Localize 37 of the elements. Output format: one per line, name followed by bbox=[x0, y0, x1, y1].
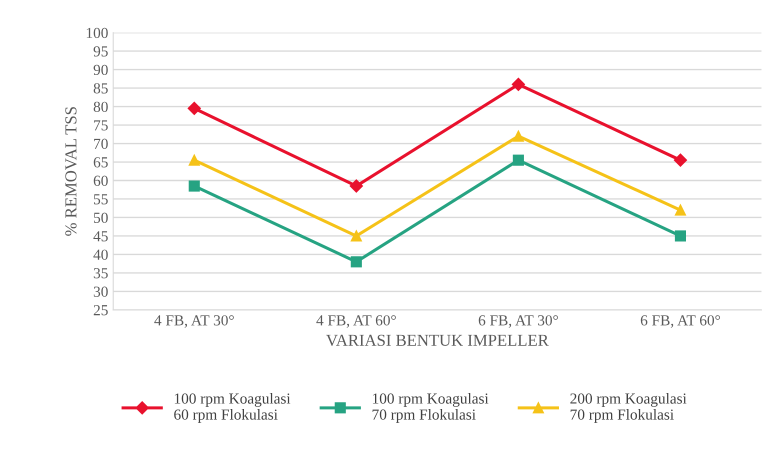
y-tick-label: 95 bbox=[94, 46, 108, 57]
y-tick-label: 30 bbox=[94, 286, 108, 297]
point bbox=[674, 154, 688, 167]
legend-label: 100 rpm Koagulasi 70 rpm Flokulasi bbox=[372, 392, 488, 423]
point bbox=[350, 230, 362, 242]
point bbox=[512, 78, 525, 91]
y-tick-label: 35 bbox=[94, 268, 108, 278]
y-tick-label: 65 bbox=[94, 157, 108, 168]
point bbox=[674, 230, 686, 242]
point bbox=[188, 180, 200, 192]
y-tick-label: 100 bbox=[86, 28, 108, 38]
point bbox=[674, 204, 686, 216]
y-tick-label: 25 bbox=[94, 305, 108, 316]
y-axis-title: % REMOVAL TSS bbox=[65, 107, 77, 236]
point bbox=[512, 154, 524, 166]
y-tick-label: 45 bbox=[93, 231, 108, 242]
y-tick-label: 55 bbox=[94, 194, 108, 204]
x-tick-label: 6 FB, AT 30° bbox=[478, 315, 558, 328]
y-tick-label: 60 bbox=[94, 176, 108, 186]
point bbox=[188, 154, 200, 166]
y-tick-label: 90 bbox=[94, 64, 108, 76]
y-tick-label: 50 bbox=[94, 212, 108, 223]
point bbox=[512, 130, 524, 142]
y-tick-label: 80 bbox=[94, 102, 108, 112]
y-tick-label: 85 bbox=[94, 83, 108, 94]
legend-label: 100 rpm Koagulasi 60 rpm Flokulasi bbox=[174, 392, 290, 423]
x-tick-label: 4 FB, AT 60° bbox=[316, 315, 396, 328]
point bbox=[350, 179, 363, 193]
point bbox=[188, 102, 201, 115]
x-tick-label: 4 FB, AT 30° bbox=[154, 315, 234, 328]
legend-label: 200 rpm Koagulasi 70 rpm Flokulasi bbox=[570, 392, 687, 423]
y-tick-label: 70 bbox=[94, 138, 108, 149]
y-tick-label: 40 bbox=[93, 250, 108, 260]
point bbox=[350, 256, 362, 268]
x-axis-title: VARIASI BENTUK IMPELLER bbox=[326, 334, 549, 346]
x-tick-label: 6 FB, AT 60° bbox=[640, 315, 720, 328]
y-tick-label: 75 bbox=[94, 120, 108, 130]
